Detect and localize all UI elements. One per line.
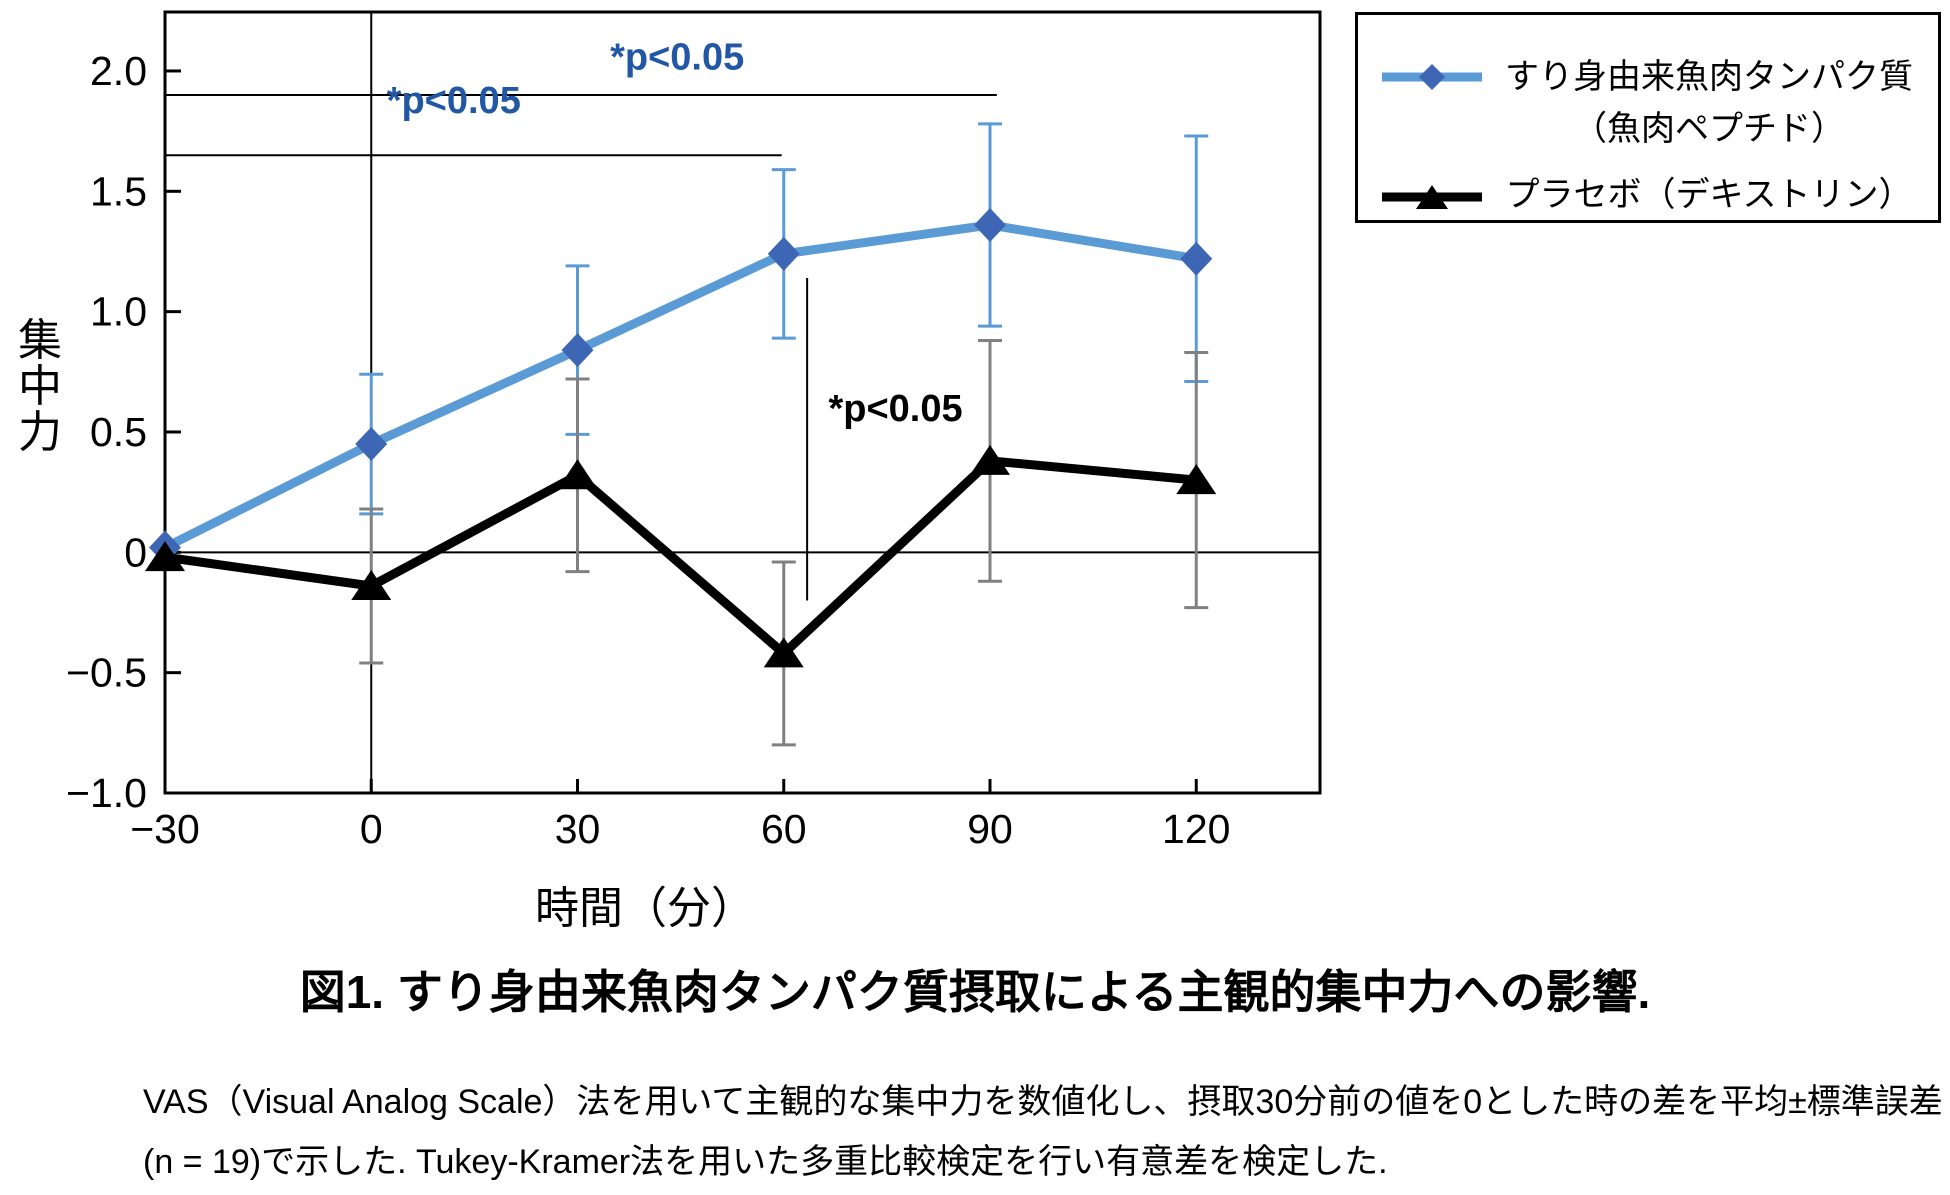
significance-label: *p<0.05 [387,80,521,122]
x-tick-label: 120 [1162,806,1230,852]
y-tick-label: 1.0 [90,289,147,335]
data-point-marker [355,427,388,462]
x-tick-label: 60 [761,806,807,852]
legend-label-placebo: プラセボ（デキストリン） [1505,176,1913,214]
x-tick-label: 30 [555,806,601,852]
data-point-marker [145,541,185,572]
y-tick-label: 1.5 [90,168,147,214]
y-tick-label: 2.0 [90,48,147,94]
x-tick-label: −30 [130,806,200,852]
y-tick-label: 0.5 [90,409,147,455]
significance-label: *p<0.05 [610,37,744,79]
y-tick-label: 0 [124,529,147,575]
legend-marker-placebo [1382,185,1482,209]
legend: すり身由来魚肉タンパク質 （魚肉ペプチド） プラセボ（デキストリン） [1355,12,1941,223]
data-point-marker [351,570,392,601]
series-line [162,220,1197,552]
caption-line2: (n = 19)で示した. Tukey-Kramer法を用いた多重比較検定を行い… [143,1143,1388,1181]
y-tick-label: −0.5 [66,650,147,696]
data-point-marker [557,459,598,490]
y-tick-label: −1.0 [66,770,147,816]
data-point-marker [970,444,1010,475]
legend-label-fish-protein: すり身由来魚肉タンパク質 （魚肉ペプチド） [1488,51,1930,155]
y-axis-title: 集 中 力 [18,316,62,457]
data-point-marker [763,637,804,668]
figure-title: 図1. すり身由来魚肉タンパク質摂取による主観的集中力への影響. [299,966,1651,1018]
legend-marker-fish-protein [1382,64,1482,90]
legend-label-line1: すり身由来魚肉タンパク質 [1505,58,1913,96]
data-point-marker [974,208,1006,242]
x-axis-title: 時間（分） [535,884,755,933]
data-point-marker [561,333,594,368]
caption-line1: VAS（Visual Analog Scale）法を用いて主観的な集中力を数値化… [143,1083,1943,1121]
diamond-icon [1419,64,1445,90]
series-line [164,456,1197,658]
data-point-marker [767,236,800,271]
data-point-marker [1180,241,1213,276]
x-tick-label: 0 [360,806,383,852]
triangle-icon [1416,185,1448,209]
significance-label: *p<0.05 [828,388,962,430]
plot-frame [163,10,1322,795]
x-tick-label: 90 [967,806,1013,852]
legend-label-line2: （魚肉ペプチド） [1573,110,1845,148]
data-point-marker [1176,464,1217,495]
concentration-line-chart: 2.0 1.5 1.0 0.5 0 −0.5 −1.0−30 0 30 60 90 120 *p<0.0… [66,10,1322,852]
